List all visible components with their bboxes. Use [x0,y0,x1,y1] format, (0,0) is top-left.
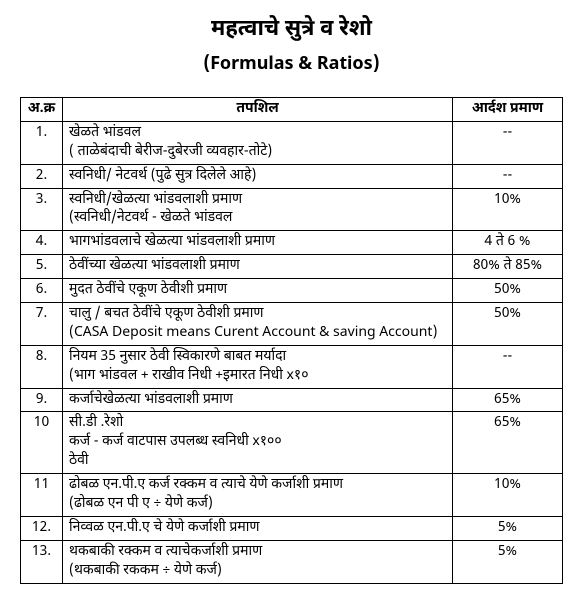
table-row: 9.कर्जाचेखेळत्या भांडवलाशी प्रमाण65% [21,388,563,412]
table-row: 11ढोबळ एन.पी.ए कर्ज रक्कम व त्याचे येणे … [21,474,563,517]
formulas-ratios-table: अ.क्र तपशिल आर्दश प्रमाण 1.खेळते भांडवल(… [20,97,563,584]
table-row: 2.स्वनिधी/ नेटवर्थ (पुढे सुत्र दिलेले आह… [21,164,563,188]
cell-detail: चालु / बचत ठेवींचे एकूण ठेवीशी प्रमाण(CA… [63,303,453,346]
cell-detail: स्वनिधी/ नेटवर्थ (पुढे सुत्र दिलेले आहे) [63,164,453,188]
cell-standard: 10% [453,188,563,231]
table-row: 3.स्वनिधी/खेळत्या भांडवलाशी प्रमाण(स्वनि… [21,188,563,231]
table-row: 12.निव्वळ एन.पी.ए चे येणे कर्जाशी प्रमाण… [21,516,563,540]
cell-index: 9. [21,388,63,412]
cell-standard: 50% [453,279,563,303]
table-header-row: अ.क्र तपशिल आर्दश प्रमाण [21,98,563,122]
cell-standard: 10% [453,474,563,517]
cell-detail: मुदत ठेवींचे एकूण ठेवीशी प्रमाण [63,279,453,303]
cell-index: 8. [21,345,63,388]
cell-index: 6. [21,279,63,303]
cell-standard: -- [453,345,563,388]
cell-standard: 65% [453,412,563,474]
table-row: 6.मुदत ठेवींचे एकूण ठेवीशी प्रमाण50% [21,279,563,303]
cell-index: 11 [21,474,63,517]
cell-detail: ढोबळ एन.पी.ए कर्ज रक्कम व त्याचे येणे कर… [63,474,453,517]
cell-index: 12. [21,516,63,540]
cell-detail: स्वनिधी/खेळत्या भांडवलाशी प्रमाण(स्वनिधी… [63,188,453,231]
cell-detail: खेळते भांडवल( ताळेबंदाची बेरीज-दुबेरजी व… [63,121,453,164]
col-header-index: अ.क्र [21,98,63,122]
table-row: 4.भागभांडवलाचे खेळत्या भांडवलाशी प्रमाण4… [21,231,563,255]
cell-standard: 65% [453,388,563,412]
cell-index: 4. [21,231,63,255]
table-row: 13.थकबाकी रक्कम व त्याचेकर्जाशी प्रमाण(थ… [21,540,563,583]
cell-detail: भागभांडवलाचे खेळत्या भांडवलाशी प्रमाण [63,231,453,255]
col-header-standard: आर्दश प्रमाण [453,98,563,122]
cell-index: 7. [21,303,63,346]
cell-standard: -- [453,164,563,188]
page-title: महत्वाचे सुत्रे व रेशो [20,15,563,44]
cell-detail: कर्जाचेखेळत्या भांडवलाशी प्रमाण [63,388,453,412]
cell-standard: 5% [453,540,563,583]
cell-index: 10 [21,412,63,474]
table-row: 5.ठेवींच्या खेळत्या भांडवलाशी प्रमाण80% … [21,255,563,279]
cell-index: 5. [21,255,63,279]
table-row: 1.खेळते भांडवल( ताळेबंदाची बेरीज-दुबेरजी… [21,121,563,164]
table-row: 10सी.डी .रेशोकर्ज - कर्ज वाटपास उपलब्ध स… [21,412,563,474]
table-row: 7.चालु / बचत ठेवींचे एकूण ठेवीशी प्रमाण(… [21,303,563,346]
cell-standard: 4 ते 6 % [453,231,563,255]
cell-index: 1. [21,121,63,164]
cell-detail: थकबाकी रक्कम व त्याचेकर्जाशी प्रमाण(थकबा… [63,540,453,583]
cell-index: 2. [21,164,63,188]
cell-detail: ठेवींच्या खेळत्या भांडवलाशी प्रमाण [63,255,453,279]
cell-standard: 50% [453,303,563,346]
cell-detail: नियम 35 नुसार ठेवी स्विकारणे बाबत मर्याद… [63,345,453,388]
table-body: 1.खेळते भांडवल( ताळेबंदाची बेरीज-दुबेरजी… [21,121,563,583]
cell-standard: 5% [453,516,563,540]
page-subtitle: (Formulas & Ratios) [20,54,563,77]
cell-standard: -- [453,121,563,164]
cell-index: 13. [21,540,63,583]
cell-detail: सी.डी .रेशोकर्ज - कर्ज वाटपास उपलब्ध स्व… [63,412,453,474]
cell-standard: 80% ते 85% [453,255,563,279]
table-row: 8.नियम 35 नुसार ठेवी स्विकारणे बाबत मर्य… [21,345,563,388]
col-header-detail: तपशिल [63,98,453,122]
cell-detail: निव्वळ एन.पी.ए चे येणे कर्जाशी प्रमाण [63,516,453,540]
cell-index: 3. [21,188,63,231]
